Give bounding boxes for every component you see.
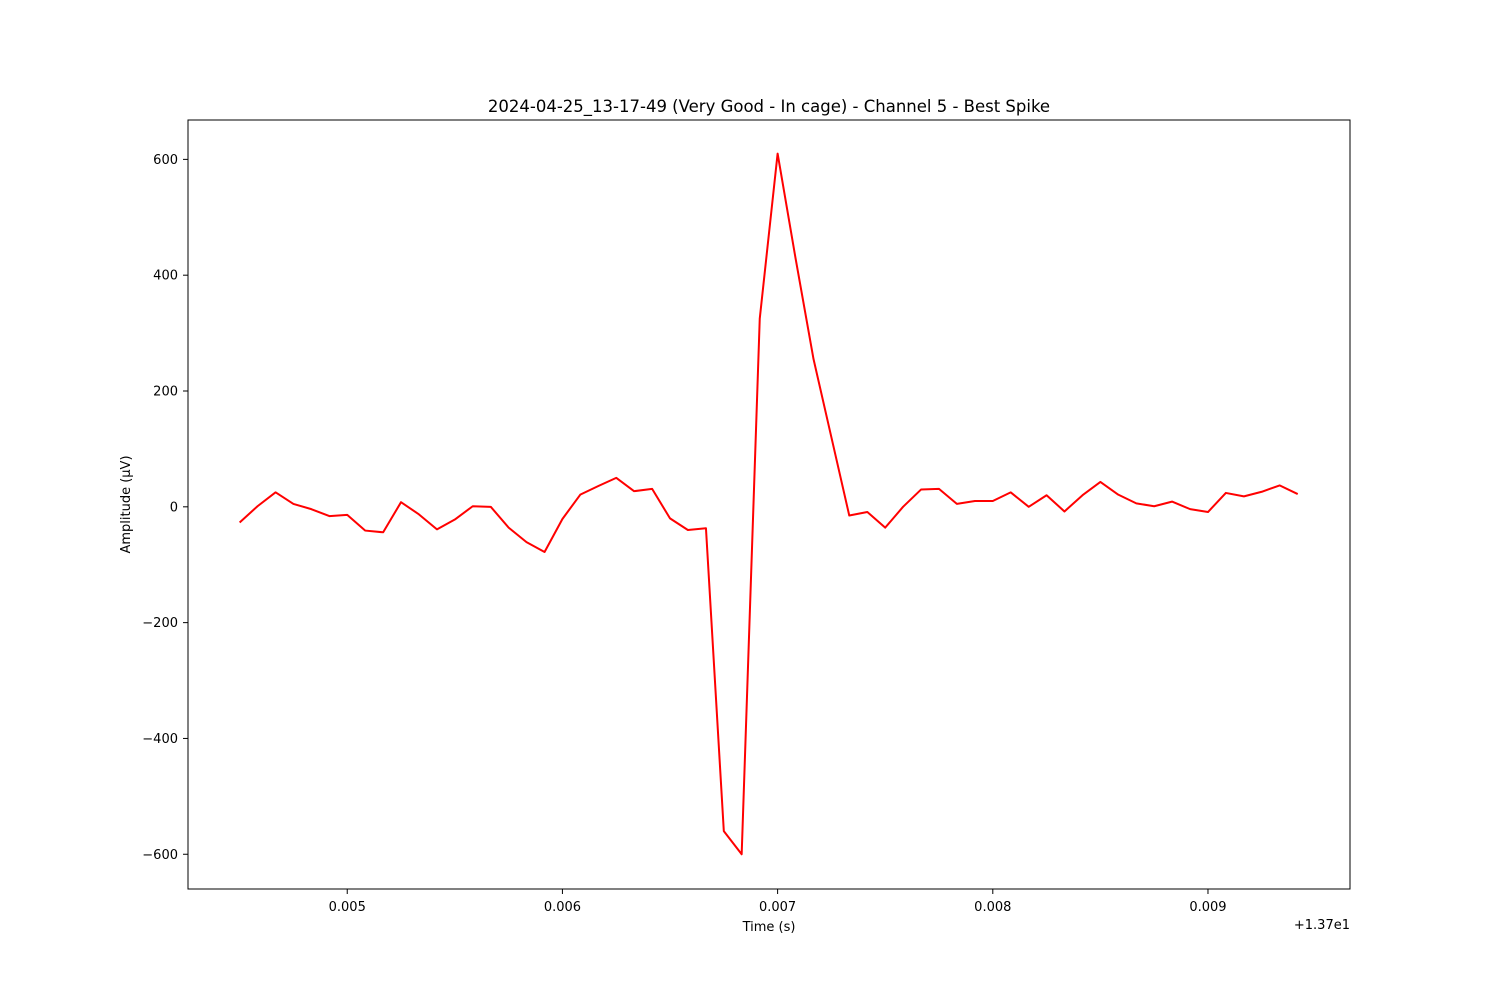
chart-title: 2024-04-25_13-17-49 (Very Good - In cage… xyxy=(488,97,1050,117)
x-tick-label: 0.009 xyxy=(1189,900,1226,915)
plot-frame xyxy=(187,119,1351,890)
x-axis: 0.005 0.006 0.007 0.008 0.009 xyxy=(329,889,1227,915)
x-axis-label: Time (s) xyxy=(742,920,796,935)
plot-area xyxy=(187,119,1351,890)
x-tick-label: 0.005 xyxy=(329,900,366,915)
series-line xyxy=(238,152,1299,856)
y-tick-label: −400 xyxy=(142,732,178,747)
x-axis-offset-label: +1.37e1 xyxy=(1294,918,1350,933)
y-tick-label: 400 xyxy=(153,269,178,284)
y-tick-label: 200 xyxy=(153,385,178,400)
y-tick-label: 600 xyxy=(153,153,178,168)
y-tick-label: 0 xyxy=(170,500,178,515)
x-tick-label: 0.007 xyxy=(759,900,796,915)
y-tick-label: −600 xyxy=(142,848,178,863)
y-tick-label: −200 xyxy=(142,616,178,631)
y-axis-label: Amplitude (µV) xyxy=(119,455,134,553)
y-axis: −600 −400 −200 0 200 400 600 xyxy=(142,153,188,863)
x-tick-label: 0.006 xyxy=(544,900,581,915)
x-tick-label: 0.008 xyxy=(974,900,1011,915)
